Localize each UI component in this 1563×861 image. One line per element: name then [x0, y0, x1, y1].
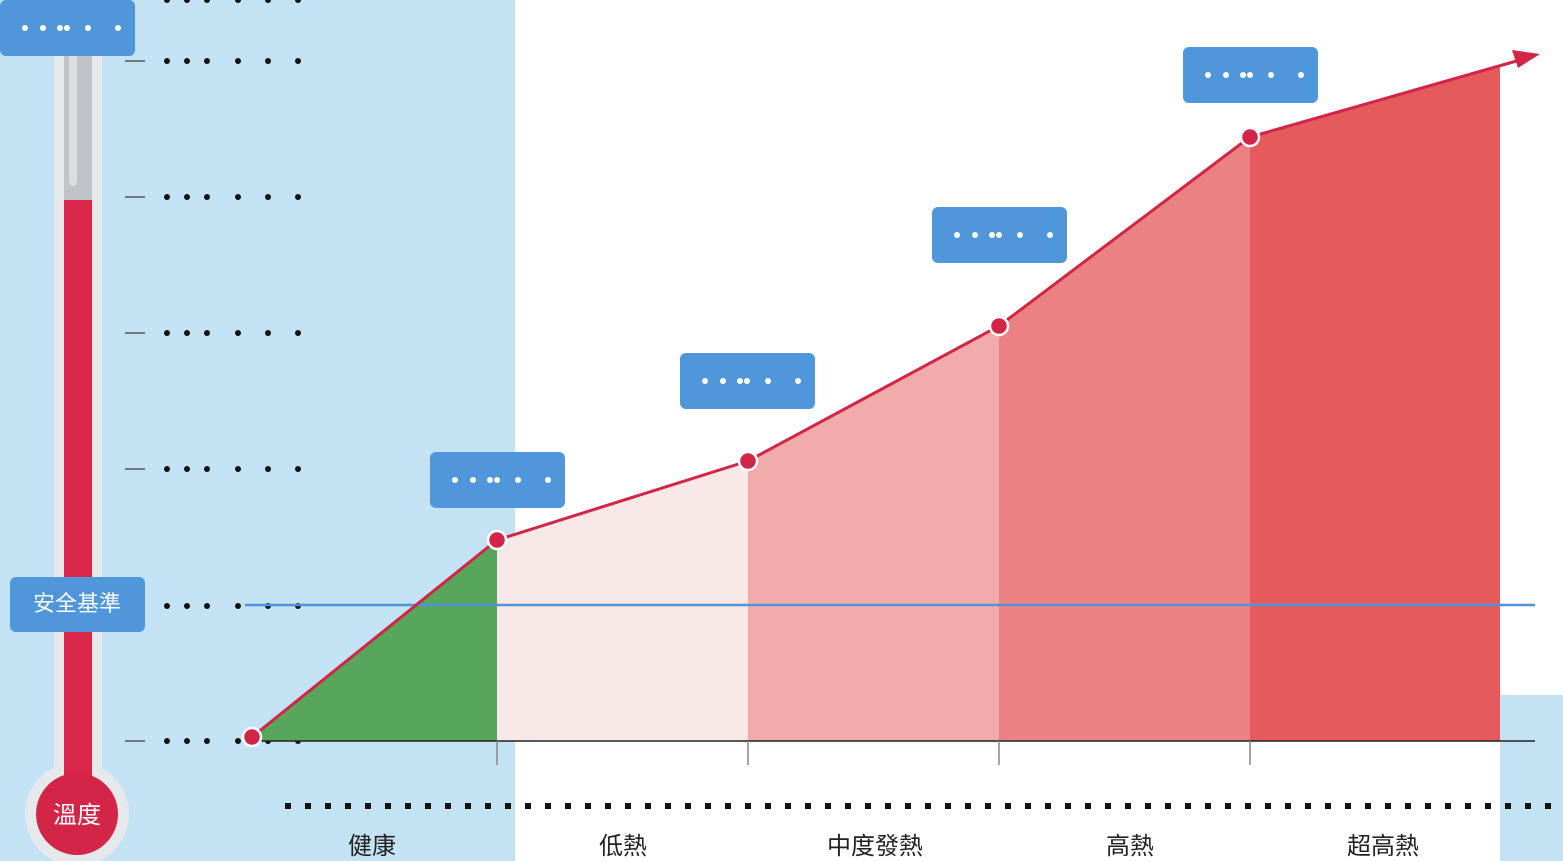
arrow-head [1512, 50, 1540, 68]
category-label: 中度發熱 [827, 832, 923, 860]
placeholder-dots [164, 0, 301, 744]
thermometer-label: 溫度 [53, 801, 101, 829]
category-label: 健康 [348, 832, 396, 860]
axis [252, 740, 1535, 765]
scale [125, 60, 145, 742]
category-label: 低熱 [599, 832, 647, 860]
callouts [0, 0, 1318, 508]
category-label: 超高熱 [1347, 832, 1419, 860]
category-labels: 健康 低熱 中度發熱 高熱 超高熱 [348, 832, 1419, 860]
corner-panel [1500, 695, 1563, 861]
category-label: 高熱 [1106, 832, 1154, 860]
baseline-label: 安全基準 [33, 592, 121, 617]
baseline-box [10, 577, 145, 632]
thermometer [25, 8, 129, 861]
trend-line [251, 58, 1521, 739]
points [241, 126, 1261, 748]
areas [252, 65, 1500, 741]
